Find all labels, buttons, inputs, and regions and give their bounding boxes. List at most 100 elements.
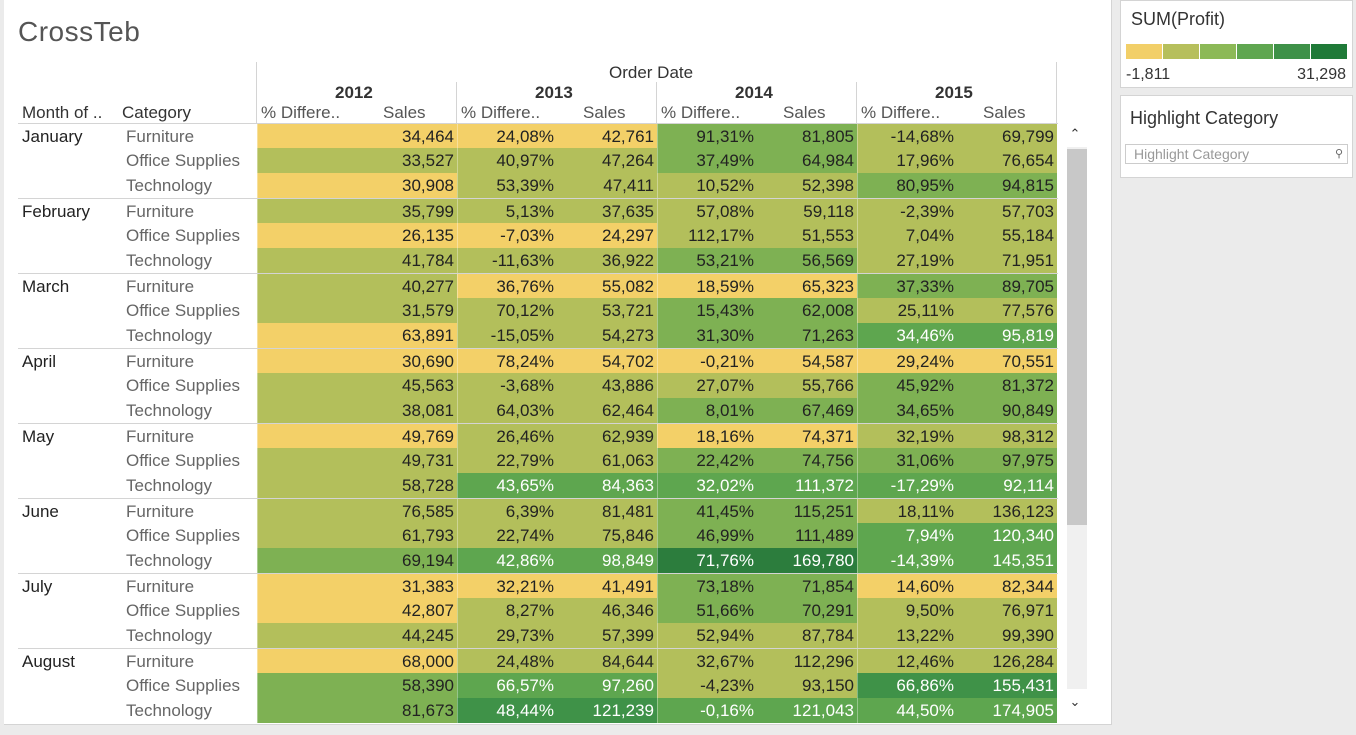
sales-cell[interactable]: 67,469 <box>757 398 857 423</box>
sales-cell[interactable]: 81,805 <box>757 124 857 149</box>
pct-diff-cell[interactable]: 18,16% <box>657 424 757 449</box>
sales-cell[interactable]: 111,372 <box>757 473 857 498</box>
pct-diff-cell[interactable]: 32,02% <box>657 473 757 498</box>
pct-diff-cell[interactable]: 8,27% <box>457 598 557 623</box>
sales-cell[interactable]: 89,705 <box>957 274 1057 299</box>
sales-cell[interactable]: 59,118 <box>757 199 857 224</box>
sales-cell[interactable]: 111,489 <box>757 523 857 548</box>
pct-diff-cell[interactable]: -0,16% <box>657 698 757 723</box>
legend-swatch[interactable] <box>1126 44 1163 59</box>
pct-diff-cell[interactable]: -7,03% <box>457 223 557 248</box>
pct-diff-cell[interactable] <box>257 424 357 449</box>
sales-cell[interactable]: 42,807 <box>357 598 457 623</box>
pct-diff-cell[interactable]: 5,13% <box>457 199 557 224</box>
pct-diff-cell[interactable]: 22,74% <box>457 523 557 548</box>
category-label[interactable]: Furniture <box>126 577 195 596</box>
month-label[interactable]: April <box>22 352 57 371</box>
pct-diff-cell[interactable] <box>257 398 357 423</box>
pct-diff-cell[interactable]: 45,92% <box>857 373 957 398</box>
sales-cell[interactable]: 47,411 <box>557 173 657 198</box>
pct-diff-cell[interactable]: 51,66% <box>657 598 757 623</box>
category-label[interactable]: Technology <box>126 476 213 495</box>
pct-diff-cell[interactable]: 22,42% <box>657 448 757 473</box>
pct-diff-cell[interactable]: 22,79% <box>457 448 557 473</box>
pct-diff-cell[interactable]: 91,31% <box>657 124 757 149</box>
sales-cell[interactable]: 94,815 <box>957 173 1057 198</box>
sales-cell[interactable]: 45,563 <box>357 373 457 398</box>
sales-cell[interactable]: 121,043 <box>757 698 857 723</box>
sales-cell[interactable]: 63,891 <box>357 323 457 348</box>
order-date-header[interactable]: Order Date <box>609 63 694 82</box>
pct-diff-cell[interactable]: 26,46% <box>457 424 557 449</box>
pct-diff-cell[interactable] <box>257 148 357 173</box>
legend-color-ramp[interactable] <box>1126 44 1348 59</box>
sales-cell[interactable]: 58,728 <box>357 473 457 498</box>
sales-cell[interactable]: 62,939 <box>557 424 657 449</box>
pct-diff-cell[interactable]: 8,01% <box>657 398 757 423</box>
sales-cell[interactable]: 62,464 <box>557 398 657 423</box>
sales-cell[interactable]: 97,260 <box>557 673 657 698</box>
sales-cell[interactable]: 81,481 <box>557 499 657 524</box>
sales-cell[interactable]: 31,579 <box>357 298 457 323</box>
scroll-up-icon[interactable]: ⌃ <box>1069 126 1081 141</box>
sales-cell[interactable]: 169,780 <box>757 548 857 573</box>
pct-diff-cell[interactable]: 80,95% <box>857 173 957 198</box>
sales-cell[interactable]: 121,239 <box>557 698 657 723</box>
sales-cell[interactable]: 65,323 <box>757 274 857 299</box>
pct-diff-cell[interactable]: 46,99% <box>657 523 757 548</box>
sales-cell[interactable]: 61,793 <box>357 523 457 548</box>
pct-diff-cell[interactable] <box>257 698 357 723</box>
category-label[interactable]: Office Supplies <box>126 301 241 320</box>
pct-diff-cell[interactable]: 44,50% <box>857 698 957 723</box>
pct-diff-cell[interactable]: 48,44% <box>457 698 557 723</box>
sales-cell[interactable]: 115,251 <box>757 499 857 524</box>
sales-header[interactable]: Sales <box>583 103 626 122</box>
sales-cell[interactable]: 76,654 <box>957 148 1057 173</box>
pct-diff-cell[interactable]: 43,65% <box>457 473 557 498</box>
pct-diff-cell[interactable] <box>257 124 357 149</box>
sales-cell[interactable]: 74,756 <box>757 448 857 473</box>
pct-diff-cell[interactable] <box>257 473 357 498</box>
sales-cell[interactable]: 37,635 <box>557 199 657 224</box>
month-label[interactable]: March <box>22 277 70 296</box>
pct-diff-cell[interactable]: 18,11% <box>857 499 957 524</box>
sales-cell[interactable]: 34,464 <box>357 124 457 149</box>
pct-diff-cell[interactable] <box>257 323 357 348</box>
sales-cell[interactable]: 57,703 <box>957 199 1057 224</box>
sales-cell[interactable]: 44,245 <box>357 623 457 648</box>
sales-cell[interactable]: 81,673 <box>357 698 457 723</box>
pct-diff-cell[interactable]: 7,94% <box>857 523 957 548</box>
sales-cell[interactable]: 54,587 <box>757 349 857 374</box>
sales-cell[interactable]: 42,761 <box>557 124 657 149</box>
pct-diff-cell[interactable]: 6,39% <box>457 499 557 524</box>
category-label[interactable]: Technology <box>126 326 213 345</box>
sales-cell[interactable]: 112,296 <box>757 649 857 674</box>
pct-diff-cell[interactable] <box>257 548 357 573</box>
pct-diff-cell[interactable]: 64,03% <box>457 398 557 423</box>
category-label[interactable]: Technology <box>126 551 213 570</box>
scroll-thumb[interactable] <box>1067 149 1087 525</box>
sales-cell[interactable]: 120,340 <box>957 523 1057 548</box>
category-label[interactable]: Office Supplies <box>126 226 241 245</box>
sales-cell[interactable]: 75,846 <box>557 523 657 548</box>
sales-cell[interactable]: 58,390 <box>357 673 457 698</box>
pct-diff-header[interactable]: % Differe.. <box>861 103 941 122</box>
pct-diff-cell[interactable]: 27,07% <box>657 373 757 398</box>
sales-cell[interactable]: 71,951 <box>957 248 1057 273</box>
sales-cell[interactable]: 84,644 <box>557 649 657 674</box>
pct-diff-cell[interactable]: 32,21% <box>457 574 557 599</box>
pct-diff-cell[interactable] <box>257 574 357 599</box>
sales-cell[interactable]: 174,905 <box>957 698 1057 723</box>
pct-diff-cell[interactable] <box>257 274 357 299</box>
sales-cell[interactable]: 55,184 <box>957 223 1057 248</box>
pct-diff-cell[interactable]: 41,45% <box>657 499 757 524</box>
year-header-2014[interactable]: 2014 <box>735 83 773 102</box>
scroll-down-icon[interactable]: ⌄ <box>1069 694 1081 709</box>
sales-cell[interactable]: 41,491 <box>557 574 657 599</box>
sales-cell[interactable]: 36,922 <box>557 248 657 273</box>
month-label[interactable]: February <box>22 202 91 221</box>
sales-cell[interactable]: 62,008 <box>757 298 857 323</box>
sales-cell[interactable]: 93,150 <box>757 673 857 698</box>
pct-diff-cell[interactable]: 71,76% <box>657 548 757 573</box>
sales-cell[interactable]: 41,784 <box>357 248 457 273</box>
